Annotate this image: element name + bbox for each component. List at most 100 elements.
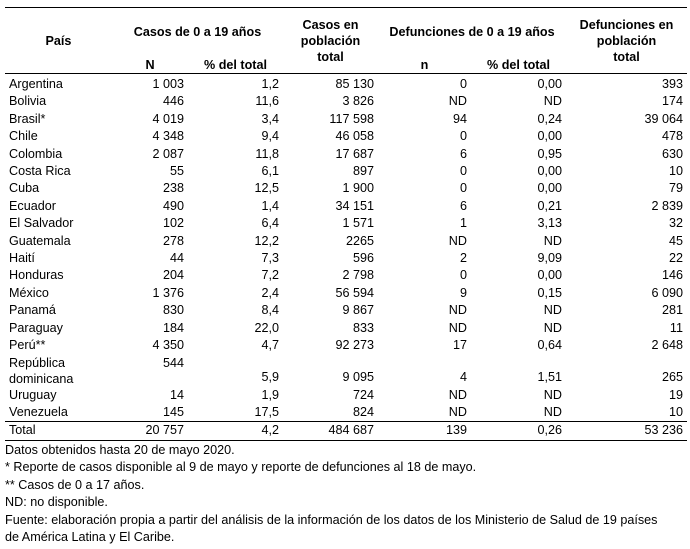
cases-n-cell: 204 [162, 268, 184, 283]
table-row: Perú** 4 350 4,7 92 273 17 0,64 2 648 [5, 337, 687, 354]
cases-pct-cell: 8,4 [261, 303, 279, 318]
country-cell: Paraguay [9, 320, 63, 335]
deaths-total-cell: 2 648 [651, 338, 683, 353]
cases-total-cell: 833 [352, 320, 374, 335]
deaths-pct-cell: 0,00 [537, 268, 562, 283]
cases-total-cell: 3 826 [342, 94, 374, 109]
deaths-total-cell: 265 [661, 370, 683, 385]
table-body: Argentina 1 003 1,2 85 130 0 0,00 393 Bolivia 44… [5, 74, 687, 441]
table-row: Haití 44 7,3 596 2 9,09 22 [5, 250, 687, 267]
footnote-line: * Reporte de casos disponible al 9 de ma… [5, 460, 477, 475]
table-row: Chile 4 348 9,4 46 058 0 0,00 478 [5, 128, 687, 145]
table-row: Bolivia 446 11,6 3 826 ND ND 174 [5, 93, 687, 110]
cases-pct-cell: 11,8 [255, 146, 279, 161]
country-cell: Brasil* [9, 111, 46, 126]
cases-total-cell: 46 058 [335, 129, 374, 144]
deaths-pct-cell: ND [543, 320, 562, 335]
deaths-n-cell: ND [448, 320, 467, 335]
deaths-total-cell: 79 [668, 181, 683, 196]
cases-n-cell: 1 376 [152, 285, 184, 300]
deaths-n-cell: ND [448, 303, 467, 318]
deaths-n-cell: 1 [459, 216, 467, 231]
cases-pct-cell: 12,5 [254, 181, 279, 196]
cases-total-cell: 897 [352, 164, 374, 179]
cases-pct-cell: 1,2 [261, 77, 279, 91]
header-deaths-total-line: total [613, 49, 640, 64]
subheader-n-cases: N [112, 56, 188, 74]
table-row: Honduras 204 7,2 2 798 0 0,00 146 [5, 267, 687, 284]
cases-n-cell: 238 [162, 181, 184, 196]
header-deaths-group: Defunciones de 0 a 19 años [389, 25, 555, 39]
header-cases-total-line: población [300, 33, 361, 48]
cases-n-cell: 544 [162, 355, 184, 370]
deaths-total-cell: 22 [668, 251, 683, 266]
cases-n-cell: 490 [162, 198, 184, 213]
cases-total-cell: 824 [352, 404, 374, 419]
country-cell: El Salvador [9, 216, 74, 231]
cases-pct-cell: 9,4 [261, 129, 279, 144]
cases-pct-cell: 11,6 [255, 94, 279, 109]
cases-n-cell: 4 019 [152, 111, 184, 126]
table-row: Ecuador 490 1,4 34 151 6 0,21 2 839 [5, 198, 687, 215]
footnotes: Datos obtenidos hasta 20 de mayo 2020. * … [5, 442, 689, 546]
cases-total-cell: 17 687 [335, 146, 374, 161]
cases-total-cell: 484 687 [283, 421, 378, 441]
table-row: Panamá 830 8,4 9 867 ND ND 281 [5, 302, 687, 319]
header-cases-total: Casos en población total [283, 7, 378, 74]
deaths-total-cell: 19 [668, 387, 683, 402]
country-cell: Costa Rica [9, 164, 71, 179]
cases-n-cell: 44 [169, 251, 184, 266]
deaths-pct-cell: ND [543, 303, 562, 318]
country-cell: Guatemala [9, 233, 71, 248]
cases-n-cell: 4 350 [152, 338, 184, 353]
footnote-line: de América Latina y El Caribe. [5, 530, 175, 545]
country-cell: Chile [9, 129, 38, 144]
cases-pct-cell: 4,2 [188, 421, 283, 441]
deaths-n-cell: ND [448, 387, 467, 402]
deaths-total-cell: 39 064 [644, 111, 683, 126]
cases-n-cell: 14 [169, 387, 184, 402]
header-country: País [5, 7, 112, 74]
cases-total-cell: 724 [352, 387, 374, 402]
deaths-total-cell: 281 [661, 303, 683, 318]
header-cases-total-line: total [317, 49, 344, 64]
deaths-total-cell: 478 [661, 129, 683, 144]
cases-total-cell: 596 [352, 251, 374, 266]
country-cell: Bolivia [9, 94, 47, 109]
deaths-pct-cell: 9,09 [537, 251, 562, 266]
data-table: País Casos de 0 a 19 años Casos en pobla… [5, 7, 687, 441]
deaths-pct-cell: 0,00 [537, 164, 562, 179]
deaths-n-cell: 0 [459, 129, 467, 144]
total-row: Total 20 757 4,2 484 687 139 0,26 53 236 [5, 421, 687, 441]
subheader-pct-cases: % del total [188, 56, 283, 74]
table-row: Uruguay 14 1,9 724 ND ND 19 [5, 387, 687, 404]
cases-n-cell: 278 [162, 233, 184, 248]
deaths-pct-cell: ND [543, 404, 562, 419]
country-cell: Ecuador [9, 198, 56, 213]
cases-pct-cell: 7,3 [261, 251, 279, 266]
country-cell: Total [5, 421, 112, 441]
cases-n-cell: 145 [162, 404, 184, 419]
cases-n-cell: 830 [162, 303, 184, 318]
deaths-n-cell: 0 [459, 268, 467, 283]
deaths-pct-cell: 0,15 [537, 285, 562, 300]
deaths-total-cell: 45 [668, 233, 683, 248]
cases-n-cell: 184 [162, 320, 184, 335]
cases-total-cell: 9 095 [342, 370, 374, 385]
deaths-pct-cell: 0,00 [537, 129, 562, 144]
cases-pct-cell: 4,7 [261, 338, 279, 353]
deaths-pct-cell: 3,13 [537, 216, 562, 231]
country-cell: Uruguay [9, 387, 57, 402]
subheader-n-deaths: n [378, 56, 471, 74]
deaths-pct-cell: 0,21 [537, 198, 562, 213]
subheader-pct-deaths: % del total [471, 56, 566, 74]
deaths-total-cell: 11 [669, 320, 683, 335]
cases-n-cell: 102 [162, 216, 184, 231]
cases-pct-cell: 17,5 [254, 404, 279, 419]
country-cell: Perú** [9, 338, 46, 353]
deaths-total-cell: 393 [661, 77, 683, 91]
deaths-n-cell: 6 [459, 146, 467, 161]
cases-total-cell: 9 867 [342, 303, 374, 318]
cases-total-cell: 117 598 [329, 111, 374, 126]
